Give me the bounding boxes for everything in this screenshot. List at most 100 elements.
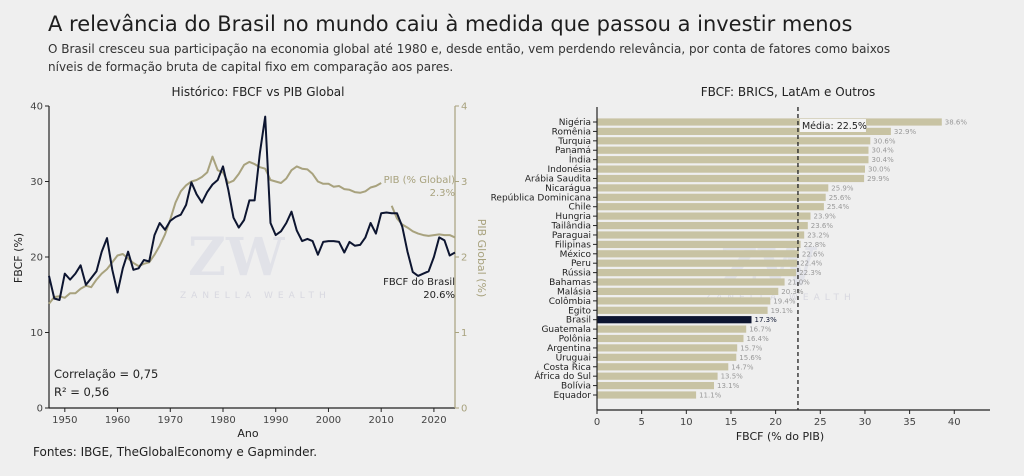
bar-nicarágua xyxy=(597,184,829,192)
left-chart-title: Histórico: FBCF vs PIB Global xyxy=(171,85,344,99)
category-label: Arábia Saudita xyxy=(525,175,591,185)
bar-panamá xyxy=(597,146,869,154)
right-chart-title: FBCF: BRICS, LatAm e Outros xyxy=(701,85,876,99)
r2-annotation: R² = 0,56 xyxy=(54,385,109,399)
bar-guatemala xyxy=(597,325,747,333)
left-chart-lines xyxy=(48,115,456,305)
bar-república-dominicana xyxy=(597,193,826,201)
category-label: Equador xyxy=(553,391,591,401)
bar-equador xyxy=(597,391,697,399)
bar-uruguai xyxy=(597,353,737,361)
bar-tailândia xyxy=(597,222,808,230)
category-label: África do Sul xyxy=(534,370,591,382)
bar-índia xyxy=(597,156,869,164)
x-tick-label: 2000 xyxy=(316,415,341,426)
right-chart-bars: Nigéria 38.6% Romênia 32.9% Turquia 30.6% Pana… xyxy=(491,107,990,428)
left-y-tick-label: 0 xyxy=(37,404,43,415)
category-label: Índia xyxy=(569,154,591,166)
category-label: Bahamas xyxy=(549,278,591,288)
bar-value-label: 22.8% xyxy=(804,241,827,249)
pib-global-line xyxy=(48,155,382,305)
bar-value-label: 15.7% xyxy=(740,344,763,352)
bar-value-label: 30.4% xyxy=(872,147,895,155)
bar-colômbia xyxy=(597,297,771,305)
category-label: Costa Rica xyxy=(543,363,591,373)
bar-chile xyxy=(597,203,824,211)
bar-value-label: 30.4% xyxy=(872,156,895,164)
category-label: Peru xyxy=(571,259,591,269)
watermark-text-left: ZANELLA WEALTH xyxy=(180,291,331,301)
left-chart-axes: 0 10 20 30 40 0 1 2 3 4 1950 1960 1970 1980 1990 2000 20… xyxy=(30,102,467,427)
watermark-logo-left: ZW xyxy=(188,227,286,288)
left-y-tick-label: 10 xyxy=(30,328,43,339)
bar-value-label: 20.3% xyxy=(781,288,804,296)
category-label: México xyxy=(560,249,592,260)
right-y-tick-label: 4 xyxy=(461,102,467,113)
x-tick-label: 2020 xyxy=(421,415,446,426)
bar-hungria xyxy=(597,212,811,220)
value-tick-label: 25 xyxy=(814,417,827,428)
bar-value-label: 30.6% xyxy=(873,137,896,145)
category-label: Turquia xyxy=(557,137,591,147)
correlation-annotation: Correlação = 0,75 xyxy=(54,367,158,381)
bar-value-label: 30.0% xyxy=(868,166,891,174)
bar-value-label: 22.6% xyxy=(802,250,825,258)
bar-rússia xyxy=(597,269,797,277)
bar-value-label: 25.4% xyxy=(827,203,850,211)
category-label: Rússia xyxy=(562,269,591,279)
bar-arábia-saudita xyxy=(597,174,865,183)
bar-indonésia xyxy=(597,165,865,173)
category-label: Colômbia xyxy=(549,296,591,307)
bar-bahamas xyxy=(597,278,785,286)
bar-value-label: 25.9% xyxy=(831,184,854,192)
bar-polônia xyxy=(597,334,744,343)
left-y-tick-label: 20 xyxy=(30,253,43,264)
bar-filipinas xyxy=(597,240,801,248)
left-y-axis-label: FBCF (%) xyxy=(12,233,25,283)
category-label: Hungria xyxy=(555,212,591,222)
category-label: Filipinas xyxy=(555,240,591,250)
bar-value-label: 13.5% xyxy=(721,373,744,381)
bar-argentina xyxy=(597,344,738,352)
mean-label: Média: 22.5% xyxy=(802,121,867,132)
bar-áfrica-do-sul xyxy=(597,372,718,380)
fbcf-series-label: FBCF do Brasil xyxy=(383,277,455,288)
right-y-tick-label: 1 xyxy=(461,328,467,339)
category-label: Brasil xyxy=(566,316,591,326)
right-y-tick-label: 0 xyxy=(461,404,467,415)
value-tick-label: 5 xyxy=(638,417,644,428)
category-label: Guatemala xyxy=(541,325,591,335)
bar-value-label: 23.6% xyxy=(811,222,834,230)
pib-series-label: PIB (% Global) xyxy=(384,175,456,186)
right-y-tick-label: 3 xyxy=(461,177,467,188)
bar-value-label: 22.4% xyxy=(800,260,823,268)
bar-value-label: 23.2% xyxy=(807,232,830,240)
bar-malásia xyxy=(597,287,779,295)
category-label: Uruguai xyxy=(556,353,591,363)
value-tick-label: 20 xyxy=(769,417,782,428)
category-label: Romênia xyxy=(552,126,591,137)
value-tick-label: 40 xyxy=(948,417,961,428)
x-tick-label: 1970 xyxy=(158,415,183,426)
category-label: Malásia xyxy=(557,287,591,297)
right-y-axis-label: PIB Global (%) xyxy=(475,219,488,298)
bar-romênia xyxy=(597,127,891,135)
bar-méxico xyxy=(597,250,799,258)
category-label: Polônia xyxy=(559,334,591,345)
bar-peru xyxy=(597,259,798,267)
bar-paraguai xyxy=(597,231,805,239)
category-label: Egito xyxy=(568,306,591,316)
bar-value-label: 19.1% xyxy=(771,307,794,315)
x-tick-label: 1960 xyxy=(105,415,130,426)
category-label: Paraguai xyxy=(552,231,591,241)
x-tick-label: 1980 xyxy=(210,415,235,426)
bar-value-label: 21.0% xyxy=(788,279,811,287)
category-label: República Dominicana xyxy=(491,193,591,203)
page-title: A relevância do Brasil no mundo caiu à m… xyxy=(48,12,853,36)
x-tick-label: 1950 xyxy=(52,415,77,426)
value-tick-label: 15 xyxy=(725,417,738,428)
bar-bolívia xyxy=(597,382,714,390)
x-tick-label: 2010 xyxy=(368,415,393,426)
bar-value-label: 23.9% xyxy=(814,213,837,221)
